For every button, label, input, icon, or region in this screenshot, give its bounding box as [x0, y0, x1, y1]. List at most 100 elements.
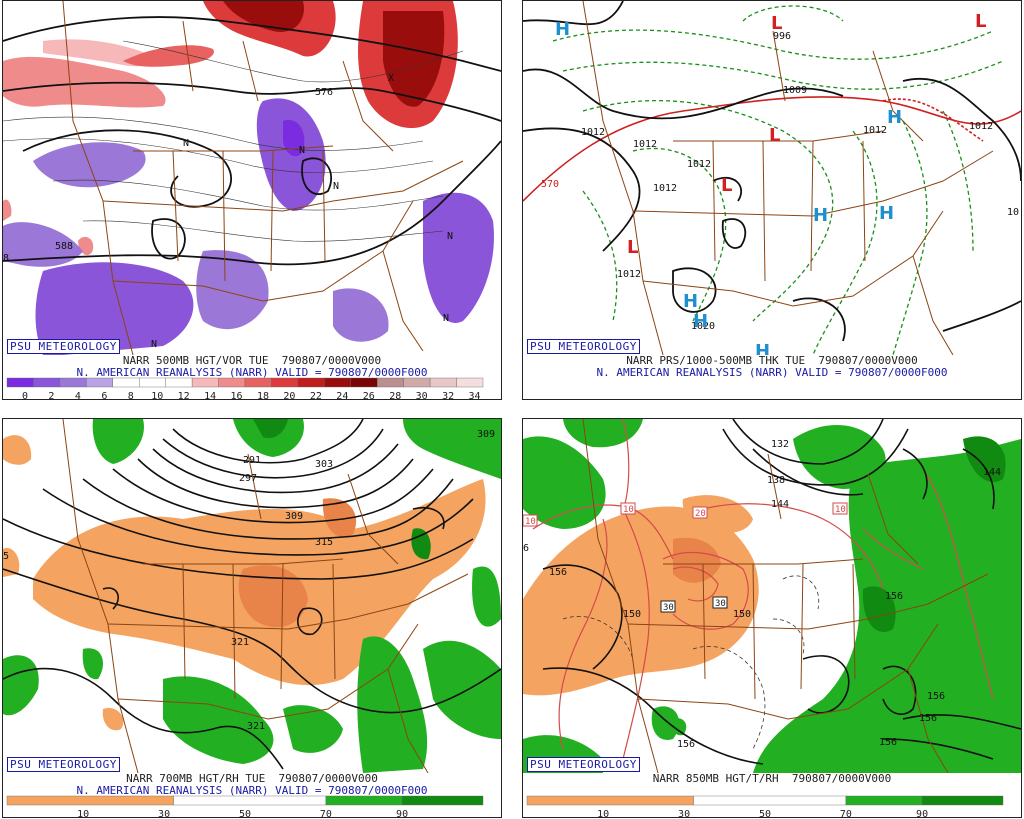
colorbar-swatch: [112, 377, 140, 388]
colorbar-tick-label: 10: [597, 809, 609, 818]
height-label: 156: [919, 713, 937, 724]
colorbar-tick-label: 10: [77, 809, 89, 818]
height-label: 144: [983, 467, 1001, 478]
height-label: 150: [733, 609, 751, 620]
colorbar-swatch: [693, 795, 847, 806]
colorbar-tick-label: 10: [151, 391, 163, 400]
height-label: 156: [879, 737, 897, 748]
map-700mb: 291 297 303 309 315 321 321 5 309: [3, 419, 501, 773]
colorbar-tick-label: 22: [310, 391, 322, 400]
height-label: 132: [771, 439, 789, 450]
colorbar-rh: 10 30 50 70 90: [6, 795, 484, 818]
isobar-label: 1012: [581, 127, 605, 138]
colorbar-tick-label: 8: [128, 391, 134, 400]
high-pressure-mark: H: [887, 107, 902, 128]
vort-min-label: N: [183, 138, 189, 149]
vort-max-label: X: [388, 73, 394, 84]
map-500mb: 576 588 8 N N N N N N X: [3, 1, 501, 355]
colorbar-swatch: [401, 795, 484, 806]
high-pressure-mark: H: [879, 203, 894, 224]
isobar-label: 1020: [691, 321, 715, 332]
height-label: 5: [3, 551, 9, 562]
colorbar-tick-label: 70: [840, 809, 852, 818]
isobar-label: 10: [1007, 207, 1019, 218]
colorbar-tick-label: 14: [204, 391, 216, 400]
colorbar-swatch: [403, 377, 431, 388]
height-label: 303: [315, 459, 333, 470]
psu-meteorology-badge: PSU METEOROLOGY: [7, 339, 120, 354]
high-pressure-mark: H: [813, 205, 828, 226]
height-label: 144: [771, 499, 789, 510]
colorbar-tick-label: 0: [22, 391, 28, 400]
colorbar-tick-label: 90: [916, 809, 928, 818]
colorbar-swatch: [297, 377, 325, 388]
colorbar-vorticity: 0 2 4 6 8 10 12 14 16 18 20 22 24 26 28 30 32 34: [6, 377, 484, 400]
height-label: 150: [623, 609, 641, 620]
low-pressure-mark: L: [975, 11, 986, 32]
temperature-label: 10: [623, 505, 634, 515]
colorbar-swatch: [845, 795, 923, 806]
temperature-label: 10: [835, 505, 846, 515]
height-label: 309: [477, 429, 495, 440]
isobar-label: 996: [773, 31, 791, 42]
isobar-label: 1012: [633, 139, 657, 150]
low-pressure-mark: L: [721, 175, 732, 196]
map-caption: NARR PRS/1000-500MB THK TUE 790807/0000V…: [626, 354, 918, 367]
panel-700mb-hgt-rh: 291 297 303 309 315 321 321 5 309 PSU ME…: [2, 418, 502, 818]
colorbar-swatch: [526, 795, 694, 806]
map-caption: NARR 700MB HGT/RH TUE 790807/0000V000: [126, 772, 378, 785]
isobar-label: 1012: [617, 269, 641, 280]
temperature-label: 30: [663, 603, 674, 613]
height-label: 309: [285, 511, 303, 522]
low-pressure-mark: L: [769, 125, 780, 146]
map-850mb: 132 138 144 156 150 150 156 156 156 156 …: [523, 419, 1021, 773]
high-pressure-mark: H: [683, 291, 698, 312]
height-label: 315: [315, 537, 333, 548]
height-label: 291: [243, 455, 261, 466]
thickness-label: 570: [541, 179, 559, 190]
colorbar-tick-label: 32: [442, 391, 454, 400]
map-caption: NARR 500MB HGT/VOR TUE 790807/0000V000: [122, 354, 382, 367]
colorbar-tick-label: 28: [389, 391, 401, 400]
high-pressure-mark: H: [755, 341, 770, 355]
colorbar-swatch: [325, 795, 403, 806]
map-caption-valid: N. AMERICAN REANALYSIS (NARR) VALID = 79…: [596, 366, 948, 379]
vort-min-label: N: [447, 231, 453, 242]
vort-min-label: N: [443, 313, 449, 324]
map-caption: NARR 850MB HGT/T/RH 790807/0000V000: [652, 772, 892, 785]
map-caption-valid: N. AMERICAN REANALYSIS (NARR) VALID = 79…: [76, 366, 428, 379]
colorbar-swatch: [191, 377, 219, 388]
height-label: 156: [677, 739, 695, 750]
high-pressure-mark: H: [693, 311, 708, 332]
colorbar-swatch: [218, 377, 246, 388]
colorbar-swatch: [456, 377, 484, 388]
contour-label: 8: [3, 253, 9, 264]
panel-pressure-thickness: 1012 1012 1012 1012 1012 1012 1009 570 1…: [522, 0, 1022, 400]
isobar-label: 1012: [863, 125, 887, 136]
map-caption-valid: N. AMERICAN REANALYSIS (NARR) VALID = 79…: [76, 784, 428, 797]
colorbar-swatch: [165, 377, 193, 388]
isobar-label: 1012: [687, 159, 711, 170]
colorbar-tick-label: 24: [336, 391, 348, 400]
colorbar-tick-label: 70: [320, 809, 332, 818]
colorbar-swatch: [921, 795, 1004, 806]
low-pressure-mark: L: [771, 13, 782, 34]
height-label: 156: [927, 691, 945, 702]
colorbar-swatch: [350, 377, 378, 388]
height-label: 321: [231, 637, 249, 648]
colorbar-tick-label: 4: [75, 391, 81, 400]
colorbar-tick-label: 30: [678, 809, 690, 818]
contour-label: 588: [55, 241, 73, 252]
colorbar-tick-label: 90: [396, 809, 408, 818]
colorbar-tick-label: 6: [101, 391, 107, 400]
colorbar-tick-label: 18: [257, 391, 269, 400]
contour-label: 576: [315, 87, 333, 98]
height-label: 6: [523, 543, 529, 554]
panel-500mb-hgt-vor: 576 588 8 N N N N N N X PSU METEOROLOGY …: [2, 0, 502, 400]
temperature-label: 30: [715, 599, 726, 609]
colorbar-swatch: [429, 377, 457, 388]
colorbar-tick-label: 50: [239, 809, 251, 818]
psu-meteorology-badge: PSU METEOROLOGY: [527, 757, 640, 772]
height-label: 297: [239, 473, 257, 484]
colorbar-swatch: [377, 377, 404, 388]
